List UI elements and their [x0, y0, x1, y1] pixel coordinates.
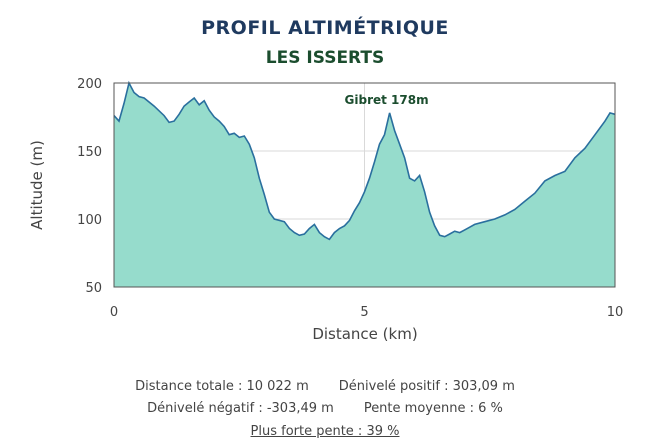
peak-annotation: Gibret 178m [345, 93, 429, 107]
x-axis: 0 5 10 [110, 305, 623, 320]
max-slope: Plus forte pente : 39 % [250, 424, 400, 439]
x-axis-label: Distance (km) [312, 325, 417, 343]
stats-row-3: Plus forte pente : 39 % [0, 424, 650, 439]
chart-subtitle: LES ISSERTS [265, 48, 385, 68]
x-tick-label: 10 [607, 305, 624, 320]
distance-total: Distance totale : 10 022 m [135, 379, 309, 394]
y-tick-label: 100 [77, 213, 102, 228]
x-tick-label: 0 [110, 305, 118, 320]
plot-frame [113, 82, 616, 288]
y-tick-label: 200 [77, 77, 102, 92]
stats-row-1: Distance totale : 10 022 m Dénivelé posit… [0, 379, 650, 394]
average-slope: Pente moyenne : 6 % [363, 401, 503, 416]
negative-elevation: Dénivelé négatif : -303,49 m [147, 401, 334, 416]
positive-elevation: Dénivelé positif : 303,09 m [338, 379, 515, 394]
y-axis-label: Altitude (m) [28, 140, 46, 230]
y-tick-label: 50 [85, 281, 102, 296]
elevation-area [114, 83, 615, 287]
x-tick-label: 5 [360, 305, 368, 320]
chart-title: PROFIL ALTIMÉTRIQUE [201, 17, 449, 39]
y-axis: 50 100 150 200 [77, 77, 102, 296]
y-tick-label: 150 [77, 145, 102, 160]
elevation-line [113, 80, 616, 241]
stats-row-2: Dénivelé négatif : -303,49 m Pente moyenn… [0, 401, 650, 416]
